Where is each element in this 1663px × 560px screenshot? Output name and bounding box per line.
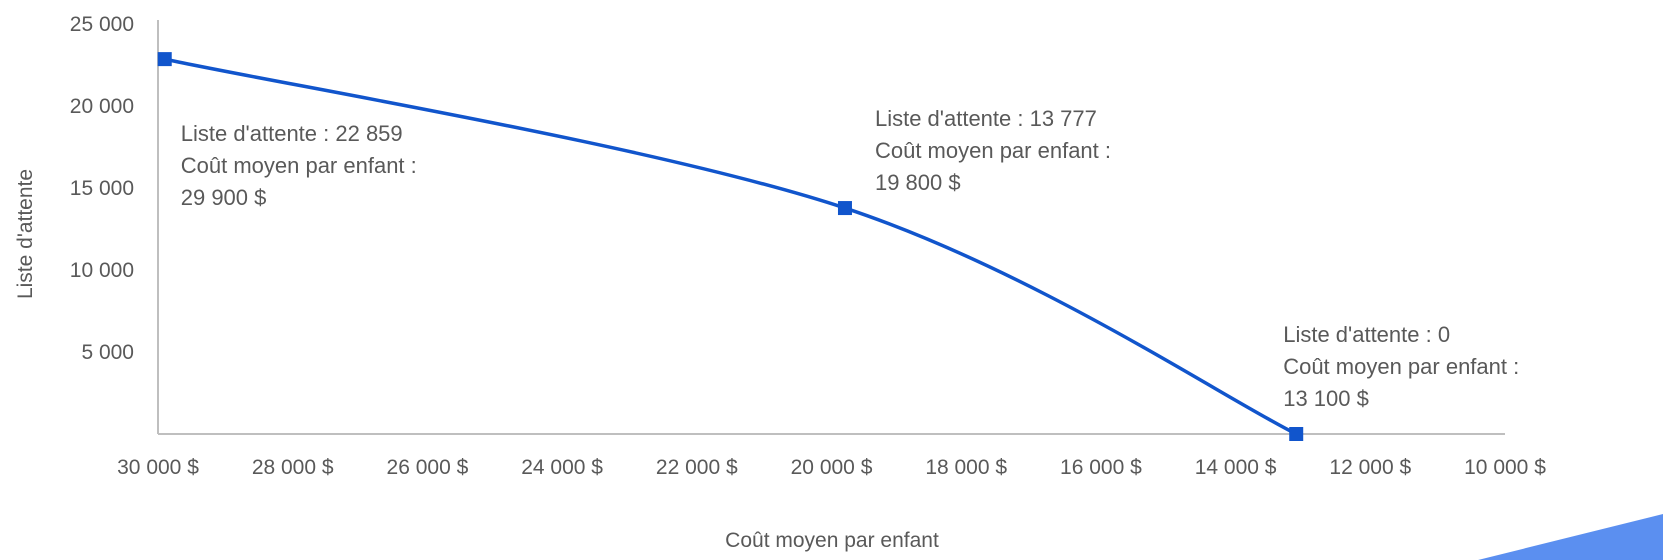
x-tick-label: 18 000 $ [925,456,1007,479]
y-tick-label: 15 000 [70,177,134,200]
series-line [162,57,1298,436]
series-markers [157,52,1304,441]
data-point-marker [1289,427,1304,441]
y-tick-label: 20 000 [70,95,134,118]
data-annotation: Liste d'attente : 22 859 Coût moyen par e… [181,121,417,210]
x-tick-label: 28 000 $ [252,456,334,479]
data-annotation: Liste d'attente : 13 777 Coût moyen par e… [875,106,1111,195]
y-tick-label: 5 000 [81,341,134,364]
data-annotations: Liste d'attente : 22 859 Coût moyen par e… [181,106,1520,411]
y-tick-label: 25 000 [70,13,134,36]
data-point-marker [157,52,172,67]
x-tick-label: 10 000 $ [1464,456,1546,479]
x-tick-label: 22 000 $ [656,456,738,479]
corner-accent-shape [1478,514,1663,560]
axes [157,20,1505,435]
x-tick-label: 16 000 $ [1060,456,1142,479]
y-tick-label: 10 000 [70,259,134,282]
x-axis-title: Coût moyen par enfant [725,529,939,552]
x-tick-label: 24 000 $ [521,456,603,479]
x-tick-labels: 30 000 $ 28 000 $ 26 000 $ 24 000 $ 22 000 $… [117,456,1546,479]
data-annotation: Liste d'attente : 0 Coût moyen par enfant… [1283,322,1519,411]
y-tick-labels: 5 000 10 000 15 000 20 000 25 000 [70,13,134,364]
data-point-marker [837,201,852,216]
y-axis-title: Liste d'attente [14,169,37,299]
x-tick-label: 14 000 $ [1195,456,1277,479]
x-tick-label: 26 000 $ [387,456,469,479]
x-tick-label: 12 000 $ [1329,456,1411,479]
x-tick-label: 20 000 $ [791,456,873,479]
x-tick-label: 30 000 $ [117,456,199,479]
